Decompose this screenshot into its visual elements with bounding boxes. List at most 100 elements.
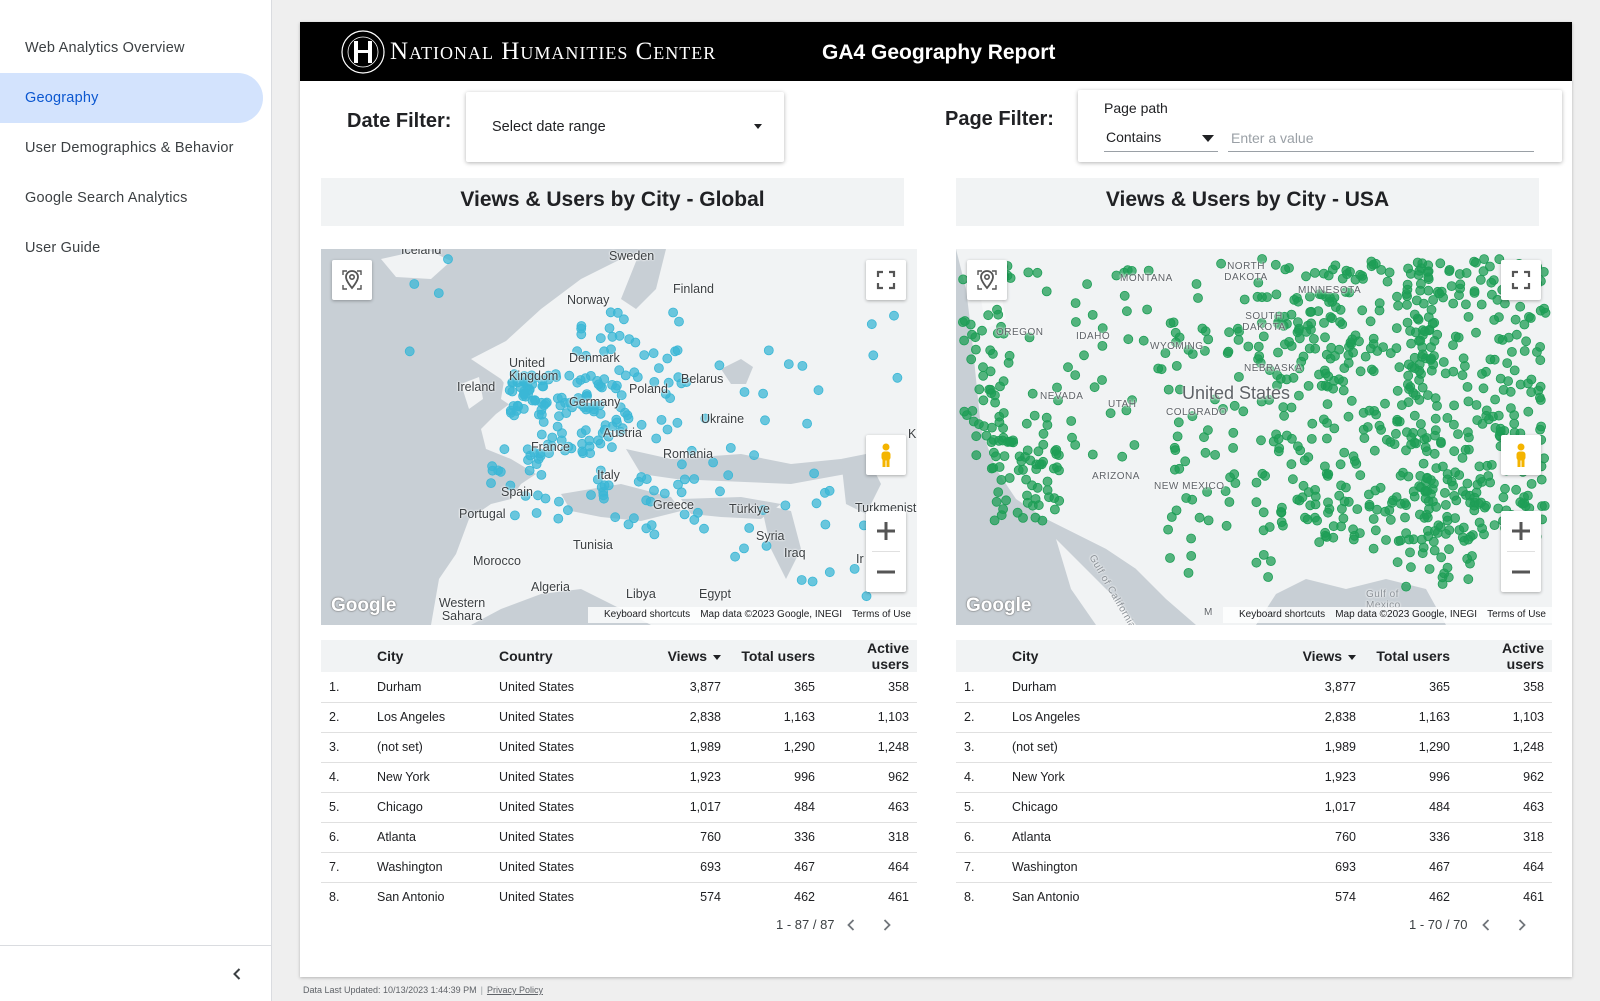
- nav-item-google-search-analytics[interactable]: Google Search Analytics: [25, 190, 188, 206]
- locate-button[interactable]: [967, 260, 1007, 300]
- keyboard-shortcuts-link[interactable]: Keyboard shortcuts: [604, 609, 691, 620]
- country-header[interactable]: Country: [491, 640, 641, 672]
- table-row[interactable]: 4. New York United States 1,923 996 962: [321, 762, 917, 793]
- city-marker: [681, 377, 692, 388]
- city-marker: [1390, 428, 1401, 439]
- table-row[interactable]: 6. Atlanta 760 336 318: [956, 822, 1552, 853]
- city-marker: [529, 372, 540, 383]
- nav-item-web-analytics-overview[interactable]: Web Analytics Overview: [25, 40, 185, 56]
- map-label: MONTANA: [1120, 273, 1173, 284]
- active-users-header[interactable]: Active users: [1458, 640, 1552, 672]
- city-cell: Chicago: [369, 792, 491, 823]
- table-row[interactable]: 3. (not set) United States 1,989 1,290 1,248: [321, 732, 917, 763]
- city-marker: [504, 385, 515, 396]
- city-marker: [1187, 494, 1198, 505]
- city-marker: [1374, 420, 1385, 431]
- keyboard-shortcuts-link[interactable]: Keyboard shortcuts: [1239, 609, 1326, 620]
- table-row[interactable]: 3. (not set) 1,989 1,290 1,248: [956, 732, 1552, 763]
- street-view-pegman[interactable]: [1501, 435, 1541, 475]
- city-marker: [662, 353, 673, 364]
- privacy-policy-link[interactable]: Privacy Policy: [486, 985, 543, 995]
- city-marker: [1415, 419, 1426, 429]
- table-row[interactable]: 6. Atlanta United States 760 336 318: [321, 822, 917, 853]
- city-marker: [1486, 277, 1497, 288]
- city-marker: [1323, 469, 1334, 480]
- zoom-control: [1501, 511, 1541, 592]
- city-marker: [1272, 380, 1282, 391]
- table-row[interactable]: 7. Washington United States 693 467 464: [321, 852, 917, 883]
- city-marker: [1032, 267, 1043, 278]
- city-header[interactable]: City: [1004, 640, 1276, 672]
- city-marker: [1243, 341, 1254, 352]
- total-users-header[interactable]: Total users: [729, 640, 823, 672]
- google-logo: Google: [966, 595, 1032, 616]
- terms-link[interactable]: Terms of Use: [852, 609, 911, 620]
- city-marker: [1254, 351, 1265, 361]
- city-marker: [1038, 428, 1049, 439]
- city-marker: [1318, 268, 1329, 279]
- city-marker: [1435, 436, 1446, 447]
- city-marker: [659, 488, 670, 499]
- table-row[interactable]: 5. Chicago 1,017 484 463: [956, 792, 1552, 823]
- terms-link[interactable]: Terms of Use: [1487, 609, 1546, 620]
- nav-item-geography[interactable]: Geography: [0, 73, 263, 123]
- date-range-picker[interactable]: Select date range: [466, 92, 784, 162]
- nav-item-user-guide[interactable]: User Guide: [25, 240, 101, 256]
- city-marker: [797, 361, 808, 371]
- table-row[interactable]: 4. New York 1,923 996 962: [956, 762, 1552, 793]
- street-view-pegman[interactable]: [866, 435, 906, 475]
- global-table-viewport[interactable]: City Country Views Total users Active us…: [321, 640, 917, 911]
- city-marker: [1511, 484, 1521, 495]
- city-marker: [1535, 424, 1545, 435]
- city-marker: [996, 474, 1007, 485]
- usa-table-viewport[interactable]: City Views Total users Active users 1. Du…: [956, 640, 1552, 911]
- table-row[interactable]: 1. Durham 3,877 365 358: [956, 672, 1552, 703]
- table-row[interactable]: 8. San Antonio 574 462 461: [956, 882, 1552, 911]
- city-marker: [1344, 287, 1355, 298]
- page-path-input[interactable]: [1228, 124, 1534, 152]
- city-marker: [1392, 385, 1403, 396]
- city-header[interactable]: City: [369, 640, 491, 672]
- table-row[interactable]: 8. San Antonio United States 574 462 461: [321, 882, 917, 911]
- match-type-select[interactable]: Contains: [1104, 124, 1218, 152]
- city-marker: [1305, 500, 1316, 511]
- table-row[interactable]: 1. Durham United States 3,877 365 358: [321, 672, 917, 703]
- city-marker: [1042, 485, 1053, 496]
- table-row[interactable]: 2. Los Angeles 2,838 1,163 1,103: [956, 702, 1552, 733]
- zoom-out-button[interactable]: [1501, 552, 1541, 592]
- city-cell: San Antonio: [369, 882, 491, 911]
- city-marker: [1171, 505, 1182, 516]
- nav-item-user-demographics[interactable]: User Demographics & Behavior: [25, 140, 234, 156]
- views-header[interactable]: Views: [641, 640, 729, 672]
- city-marker: [1403, 397, 1414, 408]
- table-row[interactable]: 7. Washington 693 467 464: [956, 852, 1552, 883]
- locate-button[interactable]: [332, 260, 372, 300]
- active-users-header[interactable]: Active users: [823, 640, 917, 672]
- city-marker: [1233, 372, 1244, 382]
- table-row[interactable]: 5. Chicago United States 1,017 484 463: [321, 792, 917, 823]
- views-header[interactable]: Views: [1276, 640, 1364, 672]
- collapse-sidebar-button[interactable]: [225, 962, 249, 986]
- total-users-header[interactable]: Total users: [1364, 640, 1458, 672]
- city-marker: [998, 423, 1008, 434]
- city-marker: [979, 421, 989, 432]
- zoom-in-button[interactable]: [866, 511, 906, 551]
- usa-map[interactable]: NORTH DAKOTA MONTANA MINNESOTA SOUTH DAK…: [956, 249, 1552, 625]
- zoom-in-button[interactable]: [1501, 511, 1541, 551]
- zoom-out-button[interactable]: [866, 552, 906, 592]
- fullscreen-button[interactable]: [866, 260, 906, 300]
- city-marker: [820, 519, 831, 530]
- table-row[interactable]: 2. Los Angeles United States 2,838 1,163 1,10…: [321, 702, 917, 733]
- global-map[interactable]: Iceland Sweden Finland Norway United Kin…: [321, 249, 917, 625]
- google-logo: Google: [331, 595, 397, 616]
- fullscreen-button[interactable]: [1501, 260, 1541, 300]
- city-marker: [1429, 448, 1440, 459]
- city-marker: [1279, 410, 1290, 421]
- global-prev-page-button[interactable]: [841, 915, 861, 935]
- city-marker: [1216, 258, 1227, 269]
- usa-next-page-button[interactable]: [1512, 915, 1532, 935]
- city-marker: [1526, 478, 1537, 489]
- usa-prev-page-button[interactable]: [1476, 915, 1496, 935]
- city-marker: [1287, 474, 1298, 485]
- global-next-page-button[interactable]: [877, 915, 897, 935]
